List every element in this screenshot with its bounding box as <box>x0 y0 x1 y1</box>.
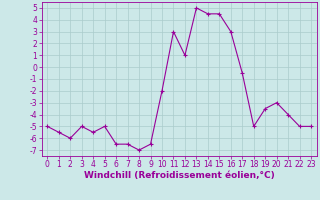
X-axis label: Windchill (Refroidissement éolien,°C): Windchill (Refroidissement éolien,°C) <box>84 171 275 180</box>
